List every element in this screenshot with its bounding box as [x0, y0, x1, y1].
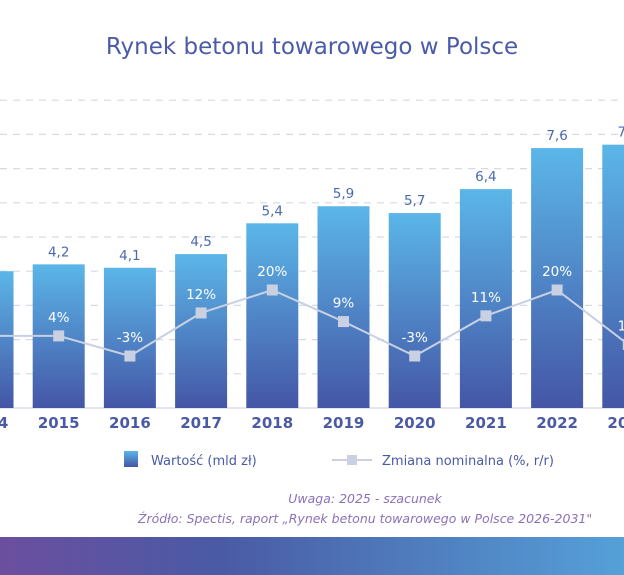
bar-2019 — [317, 206, 370, 408]
labels: 4,020144,220154,120164,520175,420185,920… — [0, 125, 624, 432]
year-label-2019: 2019 — [323, 414, 365, 432]
change-marker-2021 — [480, 310, 492, 322]
change-marker-2020 — [409, 350, 421, 362]
change-marker-2022 — [551, 284, 563, 296]
bar-2017 — [175, 254, 228, 408]
change-label-2015: 4% — [48, 310, 70, 326]
change-marker-2018 — [266, 284, 278, 296]
legend-line-label: Zmiana nominalna (%, r/r) — [382, 454, 554, 469]
year-label-2017: 2017 — [180, 414, 222, 432]
value-label-2016: 4,1 — [119, 248, 140, 264]
value-label-2019: 5,9 — [333, 186, 354, 202]
legend-line-marker — [347, 455, 357, 465]
year-label-2021: 2021 — [465, 414, 507, 432]
legend-bar-swatch — [124, 451, 138, 467]
change-marker-2023 — [622, 339, 624, 351]
change-label-2019: 9% — [333, 296, 355, 312]
chart-title: Rynek betonu towarowego w Polsce — [106, 34, 518, 60]
change-line — [0, 284, 624, 362]
legend: Wartość (mld zł) Zmiana nominalna (%, r/… — [124, 451, 554, 469]
change-label-2022: 20% — [542, 264, 572, 280]
change-marker-2015 — [53, 330, 65, 342]
change-marker-2016 — [124, 350, 136, 362]
change-line-path — [0, 288, 624, 358]
value-label-2022: 7,6 — [546, 128, 567, 144]
change-label-2017: 12% — [186, 287, 216, 303]
year-label-2023: 2023 — [607, 414, 624, 432]
bar-2018 — [246, 223, 299, 408]
value-label-2020: 5,7 — [404, 193, 425, 209]
gridlines — [0, 99, 624, 409]
note-source: Źródło: Spectis, raport „Rynek betonu to… — [137, 511, 592, 526]
note-estimate: Uwaga: 2025 - szacunek — [288, 491, 442, 506]
bar-2021 — [459, 189, 512, 408]
change-marker-2017 — [195, 307, 207, 319]
value-label-2018: 5,4 — [262, 203, 283, 219]
bar-2014 — [0, 271, 14, 408]
change-label-2023: 1% — [618, 319, 624, 335]
change-label-2016: -3% — [117, 330, 143, 346]
footer-band — [0, 537, 624, 575]
year-label-2022: 2022 — [536, 414, 578, 432]
year-label-2018: 2018 — [251, 414, 293, 432]
bar-2020 — [388, 213, 441, 408]
bar-2022 — [531, 148, 584, 408]
bars — [0, 144, 624, 408]
value-label-2023: 7,7 — [618, 125, 624, 141]
bar-2016 — [103, 267, 156, 408]
year-label-2016: 2016 — [109, 414, 151, 432]
year-label-2020: 2020 — [394, 414, 436, 432]
bar-2023 — [602, 144, 624, 408]
year-label-2015: 2015 — [38, 414, 80, 432]
year-label-2014: 2014 — [0, 414, 8, 432]
change-label-2018: 20% — [257, 264, 287, 280]
change-label-2020: -3% — [402, 330, 428, 346]
value-label-2021: 6,4 — [475, 169, 496, 185]
value-label-2015: 4,2 — [48, 244, 69, 260]
legend-bar-label: Wartość (mld zł) — [151, 454, 257, 469]
change-marker-2019 — [338, 316, 349, 328]
change-label-2021: 11% — [471, 290, 501, 306]
value-label-2017: 4,5 — [190, 234, 211, 250]
